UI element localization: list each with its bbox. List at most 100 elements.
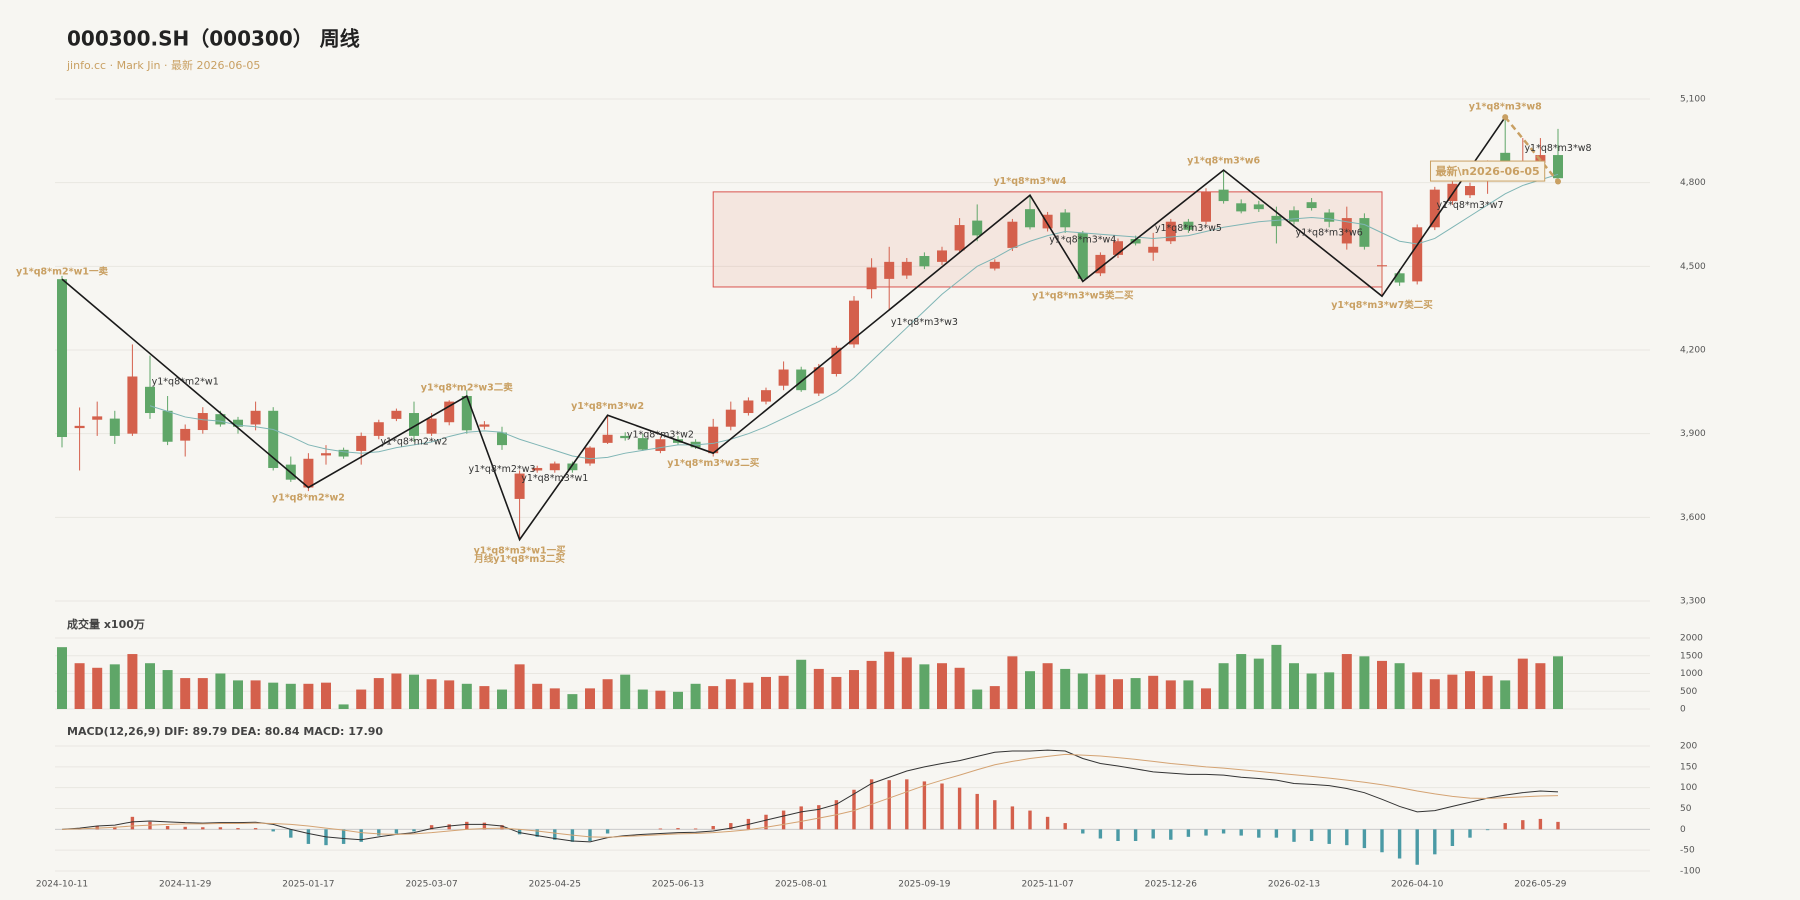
volume-bar [989,686,1000,709]
macd-bar [1292,829,1296,842]
moving-average [149,173,1559,460]
macd-bar [817,805,821,830]
candle-body [778,369,789,386]
candle-body [725,409,736,427]
y-tick-label: 5,100 [1680,95,1706,105]
volume-bar [1130,678,1141,709]
macd-title: MACD(12,26,9) DIF: 89.79 DEA: 80.84 MACD… [67,725,383,738]
volume-bar [884,651,895,709]
volume-title: 成交量 x100万 [67,617,145,631]
macd-bar [1309,829,1314,841]
candle-body [637,438,648,450]
candle-body [514,473,525,499]
macd-bar [130,816,135,830]
volume-bar [1324,672,1335,709]
macd-bar [1116,829,1120,841]
candle-body [972,220,983,236]
candle-body [1060,212,1071,228]
volume-bar [778,675,789,709]
candle-body [145,386,155,414]
candle-body [919,256,930,267]
x-tick-label: 2026-02-13 [1268,880,1320,890]
candle-body [1289,210,1299,222]
x-tick-label: 2026-04-10 [1391,880,1444,890]
candle-body [321,453,331,456]
volume-bar [57,647,67,709]
volume-bar [602,679,613,709]
annotation: y1*q8*m3*w2 [627,429,694,440]
projection-dot [1555,178,1561,185]
projection-line [1504,116,1559,183]
y-tick-label: 3,300 [1680,597,1706,607]
x-tick-label: 2025-11-07 [1021,880,1073,890]
annotation: y1*q8*m2*w2 [380,436,447,447]
macd-bar [957,787,962,830]
zigzag-line [61,116,1506,542]
y-tick-label: 1500 [1680,651,1703,661]
latest-label: 最新\n2026-06-05 [1435,164,1539,178]
macd-bar [465,821,469,830]
annotation: y1*q8*m2*w2 [272,492,345,503]
candle-body [1253,204,1264,210]
candle-body [1218,189,1229,202]
macd-bar [799,806,803,830]
candle-body [761,390,771,402]
candle-body [338,449,349,457]
macd-bar [535,829,539,837]
volume-bar [831,676,842,709]
volume-bar [1359,656,1370,709]
macd-bar [922,781,927,830]
macd-bar [183,826,187,830]
candle-body [180,428,191,441]
annotation: y1*q8*m3*w6 [1187,155,1260,166]
candle-body [655,439,666,451]
macd-bar [341,829,346,844]
candle-body [1447,183,1458,202]
candle-body [1042,214,1053,229]
volume-bar [1306,673,1317,709]
candle-body [1341,218,1352,244]
candle-body [444,401,455,423]
volume-bar [919,664,930,709]
macd-bar [271,829,275,832]
volume-bar [444,680,455,709]
macd-bar [1186,829,1191,837]
candle-body [954,225,965,251]
volume-bar [708,686,719,709]
volume-bar [866,660,877,709]
volume-bar [92,667,103,709]
candle-body [567,463,578,471]
macd-bar [236,828,240,830]
x-tick-label: 2026-05-29 [1514,880,1567,890]
volume-bar [1447,674,1458,709]
macd-bar [165,826,170,830]
macd-bar [1010,806,1015,830]
annotation: y1*q8*m3*w6 [1296,228,1363,239]
y-tick-label: 150 [1680,762,1697,772]
x-tick-label: 2025-12-26 [1145,880,1198,890]
volume-bar [1429,679,1440,709]
y-tick-label: 0 [1680,825,1686,835]
macd-bar [1257,829,1261,838]
macd-bar [975,793,979,830]
volume-bar [303,683,314,709]
volume-bar [1183,680,1194,709]
annotation: y1*q8*m3*w2 [571,401,644,412]
candle-body [250,410,261,425]
candle-body [1025,209,1035,228]
candle-body [813,367,824,394]
macd-bar [113,826,117,830]
annotation: y1*q8*m2*w3二卖 [421,381,514,393]
volume-bar [1553,656,1563,709]
volume-bar [109,664,120,709]
y-tick-label: -50 [1680,846,1695,856]
candle-body [1465,186,1475,196]
candle-body [461,396,472,431]
y-tick-label: 4,200 [1680,346,1706,356]
macd-bar [1538,818,1543,830]
candle-body [532,467,543,471]
volume-bar [497,689,507,709]
macd-bar [781,810,786,830]
candle-body [303,458,314,488]
macd-bar [1274,829,1279,838]
